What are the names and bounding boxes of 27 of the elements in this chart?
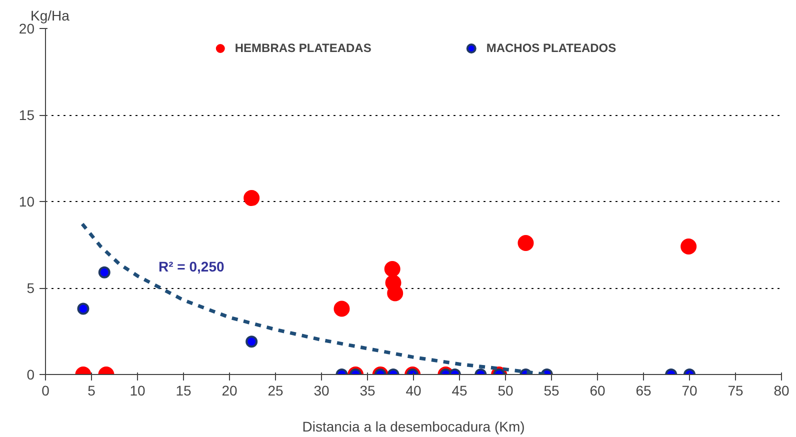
x-tick-label: 50	[498, 382, 514, 398]
x-tick-label: 35	[360, 382, 376, 398]
y-tick-label: 15	[18, 107, 35, 123]
x-tick-label: 30	[314, 382, 330, 398]
x-tick-label: 65	[636, 382, 652, 398]
x-tick-label: 80	[774, 382, 790, 398]
y-tick-label: 5	[26, 280, 35, 296]
x-tick-label: 10	[130, 382, 146, 398]
x-tick-label: 0	[42, 382, 50, 398]
x-tick-label: 15	[176, 382, 192, 398]
y-tick-label: 0	[26, 366, 35, 382]
x-tick-label: 5	[88, 382, 96, 398]
x-axis-title: Distancia a la desembocadura (Km)	[302, 418, 525, 434]
y-axis-title: Kg/Ha	[30, 8, 70, 24]
annotation: R² = 0,250	[158, 258, 224, 274]
legend-label: HEMBRAS PLATEADAS	[234, 41, 372, 55]
x-tick-label: 60	[590, 382, 606, 398]
x-tick-label: 75	[728, 382, 744, 398]
x-tick-label: 45	[452, 382, 468, 398]
y-tick-label: 20	[18, 20, 35, 36]
x-tick-label: 20	[222, 382, 238, 398]
x-tick-label: 40	[406, 382, 422, 398]
y-tick-label: 10	[18, 194, 35, 210]
x-tick-label: 70	[682, 382, 698, 398]
x-tick-label: 55	[544, 382, 560, 398]
x-tick-label: 25	[268, 382, 284, 398]
legend-label: MACHOS PLATEADOS	[486, 41, 616, 55]
